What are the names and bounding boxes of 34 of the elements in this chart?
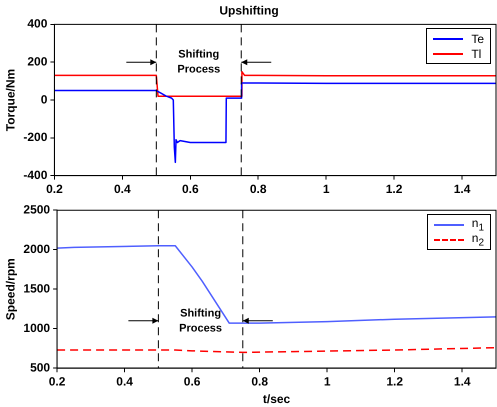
y-tick-label: 200 (27, 54, 48, 69)
x-tick-label: 1.4 (454, 374, 471, 389)
legend-label: n$_{1}$ (472, 216, 484, 234)
x-tick-label: 0.2 (48, 374, 66, 389)
y-tick-label: 0 (40, 92, 48, 106)
x-tick-label: 1 (322, 182, 330, 196)
legend-label: Te (471, 32, 484, 46)
x-tick-label: 1.2 (386, 374, 404, 389)
y-tick-label: -400 (23, 168, 48, 182)
x-tick-label: 0.8 (251, 374, 268, 389)
x-tick-label: 1 (324, 374, 331, 389)
y-axis-title: Speed/rpm (4, 258, 18, 320)
x-tick-label: 0.4 (114, 182, 132, 196)
y-tick-label: 1000 (23, 321, 50, 336)
x-axis-title: t/sec (262, 392, 291, 406)
y-tick-label: 500 (30, 360, 50, 375)
x-tick-label: 0.8 (250, 182, 267, 196)
legend-label: n$_{2}$ (472, 230, 484, 248)
y-tick-label: 400 (27, 16, 48, 31)
x-tick-label: 0.4 (116, 374, 134, 389)
y-tick-label: 2500 (23, 202, 50, 217)
y-axis-title: Torque/Nm (4, 68, 18, 132)
chart-title: Upshifting (219, 4, 279, 18)
x-tick-label: 1.2 (386, 182, 403, 196)
legend-label: Tl (471, 46, 482, 60)
x-tick-label: 0.6 (182, 182, 199, 196)
annotation: Shifting Process (177, 48, 220, 76)
annotation: Shifting Process (179, 307, 222, 334)
x-tick-label: 0.2 (46, 182, 64, 196)
y-tick-label: -200 (23, 130, 48, 144)
y-tick-label: 2000 (23, 242, 50, 256)
x-tick-label: 1.4 (454, 182, 471, 196)
y-tick-label: 1500 (23, 282, 50, 296)
x-tick-label: 0.6 (184, 374, 201, 389)
